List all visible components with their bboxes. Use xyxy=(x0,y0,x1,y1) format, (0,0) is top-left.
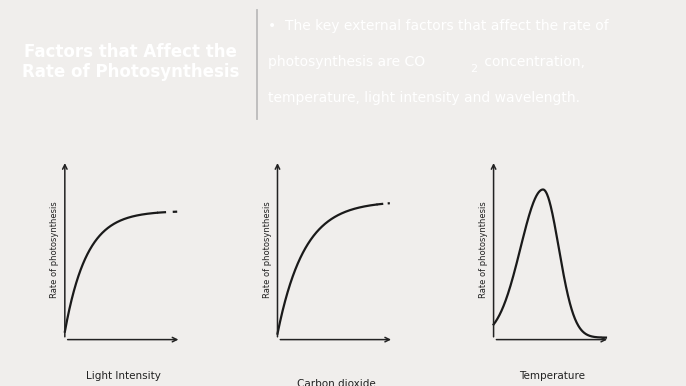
Text: Factors that Affect the
Rate of Photosynthesis: Factors that Affect the Rate of Photosyn… xyxy=(22,43,239,81)
Text: 2: 2 xyxy=(470,64,477,74)
Text: •  The key external factors that affect the rate of: • The key external factors that affect t… xyxy=(268,19,608,33)
Text: concentration,: concentration, xyxy=(480,55,585,69)
Text: temperature, light intensity and wavelength.: temperature, light intensity and wavelen… xyxy=(268,91,580,105)
Text: Rate of photosynthesis: Rate of photosynthesis xyxy=(50,201,59,298)
Text: Light Intensity: Light Intensity xyxy=(86,371,161,381)
Text: photosynthesis are CO: photosynthesis are CO xyxy=(268,55,425,69)
Text: Rate of photosynthesis: Rate of photosynthesis xyxy=(479,201,488,298)
Text: Rate of photosynthesis: Rate of photosynthesis xyxy=(263,201,272,298)
Text: Carbon dioxide
concentration: Carbon dioxide concentration xyxy=(297,379,376,386)
Text: Temperature: Temperature xyxy=(519,371,585,381)
